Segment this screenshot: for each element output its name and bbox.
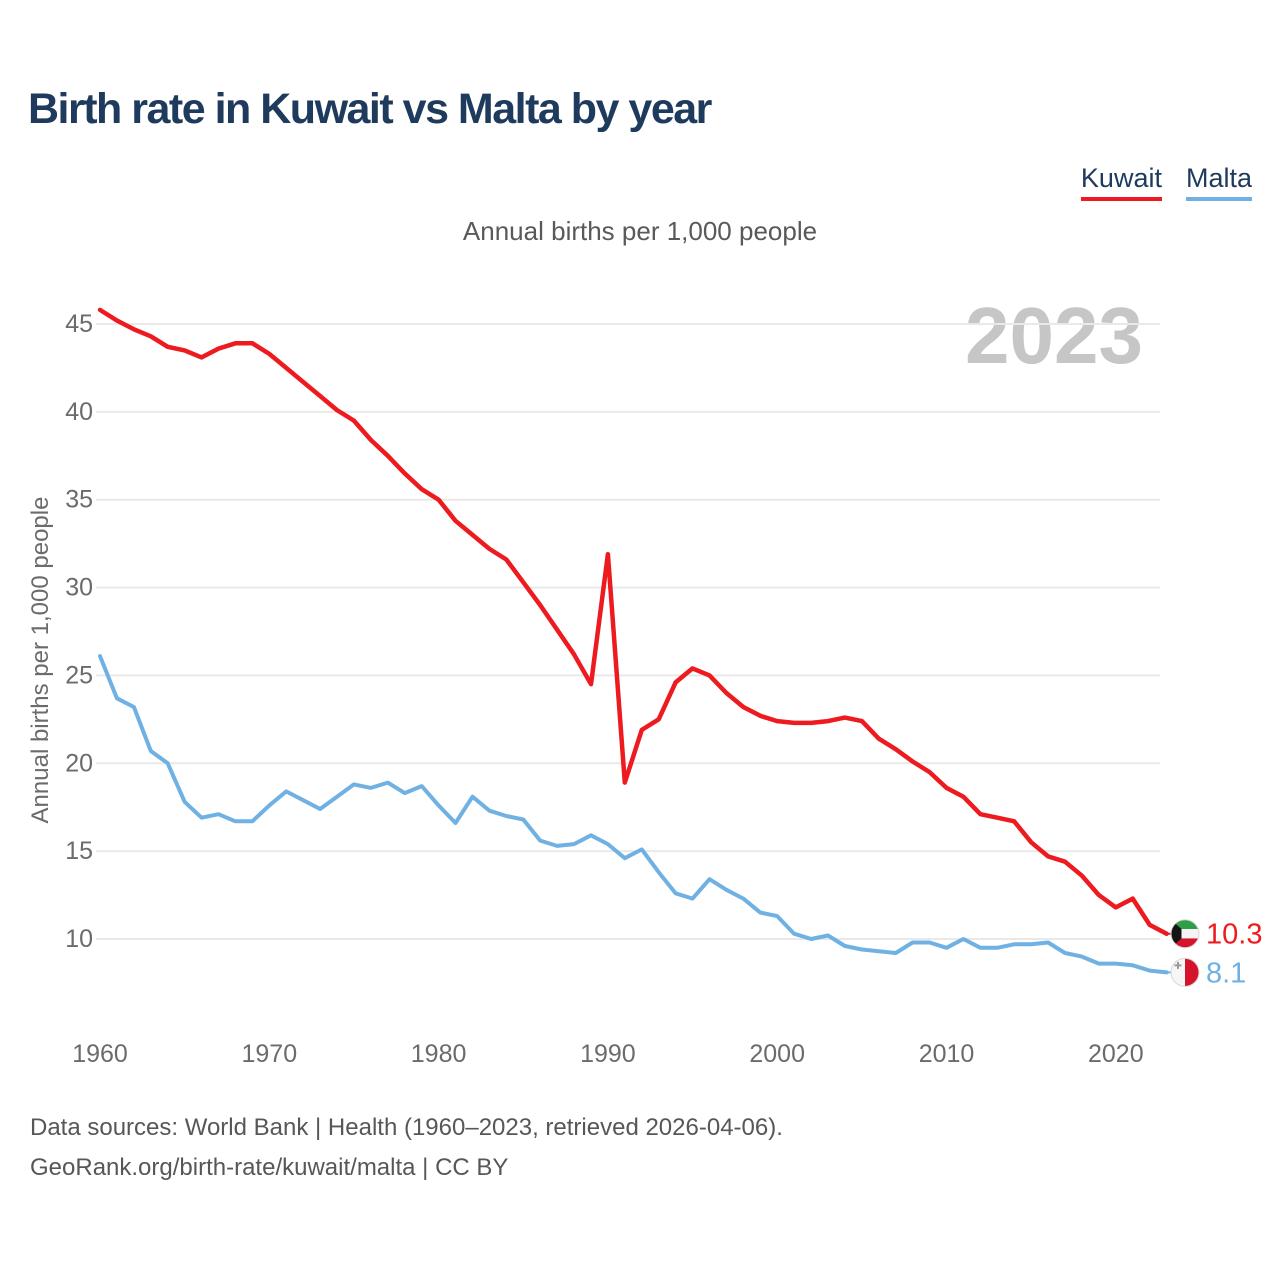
chart-subtitle: Annual births per 1,000 people bbox=[462, 216, 818, 246]
gridlines bbox=[96, 323, 1160, 940]
x-tick-label: 1990 bbox=[580, 1040, 636, 1068]
y-tick-label: 10 bbox=[65, 925, 93, 953]
x-tick-label: 2000 bbox=[749, 1040, 805, 1068]
x-tick-label: 1980 bbox=[411, 1040, 467, 1068]
footer-attribution-line: GeoRank.org/birth-rate/kuwait/malta | CC… bbox=[30, 1154, 509, 1181]
y-tick-label: 20 bbox=[65, 749, 93, 777]
legend-item-kuwait[interactable]: Kuwait bbox=[1080, 163, 1162, 201]
footer-source-line: Data sources: World Bank | Health (1960–… bbox=[30, 1114, 783, 1141]
y-tick-label: 45 bbox=[65, 310, 93, 338]
series-line-kuwait bbox=[97, 307, 1169, 936]
y-tick-label: 30 bbox=[65, 574, 93, 602]
kuwait-flag-icon bbox=[1170, 919, 1200, 949]
y-axis-title: Annual births per 1,000 people bbox=[27, 497, 54, 824]
end-value-label-kuwait: 10.3 bbox=[1206, 919, 1262, 951]
y-axis-tick-labels: 10 15 20 25 30 35 40 45 bbox=[65, 310, 93, 953]
series-line-malta bbox=[98, 654, 1169, 975]
x-axis-tick-labels: 1960 1970 1980 1990 2000 2010 2020 bbox=[72, 1040, 1143, 1068]
footer: Data sources: World Bank | Health (1960–… bbox=[30, 1108, 783, 1188]
malta-flag-icon bbox=[1170, 957, 1200, 987]
end-value-label-malta: 8.1 bbox=[1206, 957, 1246, 989]
y-tick-label: 15 bbox=[65, 837, 93, 865]
watermark-year: 2023 bbox=[965, 291, 1143, 380]
x-tick-label: 2020 bbox=[1088, 1040, 1144, 1068]
x-tick-label: 1970 bbox=[241, 1040, 297, 1068]
page-title: Birth rate in Kuwait vs Malta by year bbox=[28, 85, 712, 133]
x-tick-label: 2010 bbox=[919, 1040, 975, 1068]
legend: Kuwait Malta bbox=[1080, 163, 1252, 201]
x-tick-label: 1960 bbox=[72, 1040, 128, 1068]
y-tick-label: 40 bbox=[65, 398, 93, 426]
y-tick-label: 25 bbox=[65, 661, 93, 689]
legend-item-malta[interactable]: Malta bbox=[1185, 163, 1252, 201]
y-tick-label: 35 bbox=[65, 486, 93, 514]
